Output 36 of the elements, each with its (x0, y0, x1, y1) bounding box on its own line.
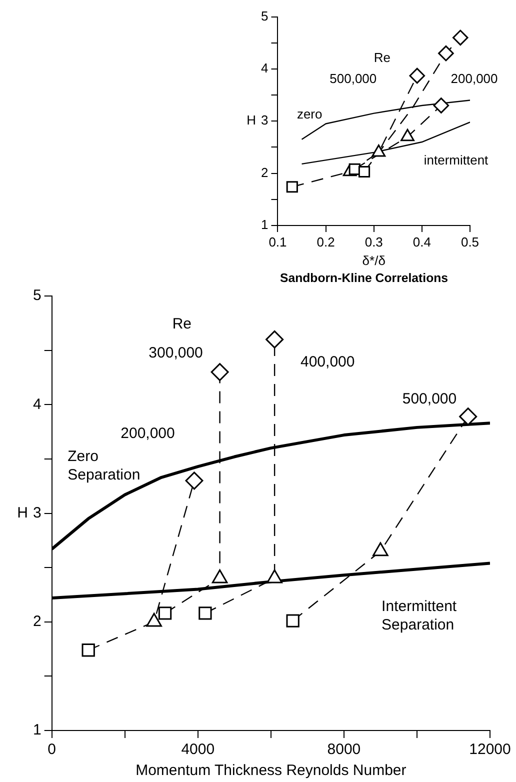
annotation: Zero Separation (68, 448, 140, 484)
text: Sandborn-Kline Correlations (280, 270, 448, 285)
x-tick-label: 0.1 (268, 234, 287, 250)
x-tick-label: 0.3 (364, 234, 383, 250)
annotation: intermittent (424, 152, 489, 168)
y-tick-label: 5 (33, 287, 42, 304)
x-axis-title: δ*/δ (362, 252, 386, 268)
x-tick-label: 8000 (327, 741, 361, 758)
y-tick-label: 5 (260, 8, 268, 24)
y-tick-label: 2 (260, 164, 268, 180)
y-tick-label: 1 (260, 217, 268, 232)
x-tick-label: 12000 (469, 741, 511, 758)
x-tick-label: 4000 (181, 741, 215, 758)
annotation: Re (374, 50, 390, 66)
x-tick-label: 0 (48, 741, 56, 758)
annotation: 200,000 (120, 425, 175, 442)
y-axis-title: H (246, 112, 256, 128)
annotation: zero (296, 106, 322, 122)
x-tick-label: 0.4 (412, 234, 431, 250)
x-tick-label: 0.2 (316, 234, 335, 250)
annotation: Intermittent Separation (382, 598, 458, 634)
annotation: Re (172, 315, 192, 332)
y-tick-label: 3 (33, 504, 42, 522)
annotation: 500,000 (330, 70, 377, 86)
y-tick-label: 4 (260, 60, 268, 76)
y-axis-title: H (17, 504, 28, 522)
annotation: 300,000 (148, 344, 203, 362)
y-tick-label: 4 (33, 396, 42, 413)
annotation: 400,000 (300, 353, 355, 370)
annotation: 500,000 (402, 390, 457, 408)
y-tick-label: 2 (33, 613, 42, 630)
x-tick-label: 0.5 (460, 234, 480, 250)
y-tick-label: 3 (260, 112, 268, 128)
annotation: 200,000 (450, 70, 498, 86)
y-tick-label: 1 (33, 722, 42, 739)
x-axis-title: Momentum Thickness Reynolds Number (136, 762, 406, 780)
